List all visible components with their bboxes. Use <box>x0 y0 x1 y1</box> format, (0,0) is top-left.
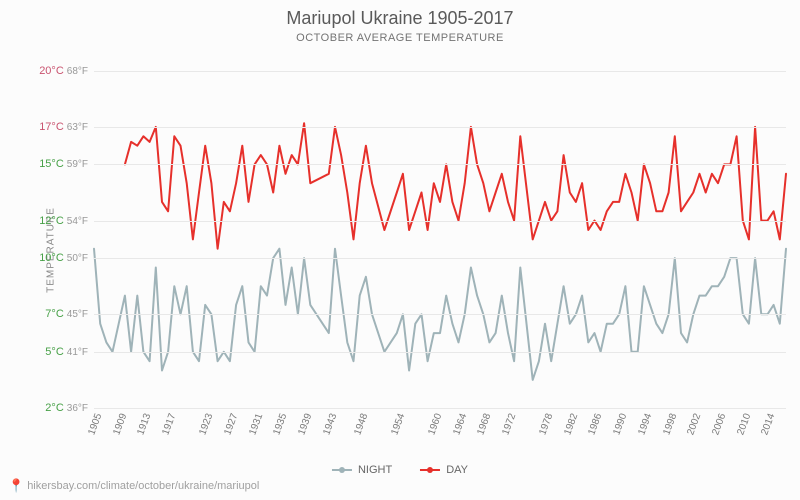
series-day <box>125 123 786 249</box>
x-tick: 1998 <box>661 412 679 437</box>
gridline <box>94 314 786 315</box>
x-tick: 1978 <box>537 412 555 437</box>
source-attribution: 📍 hikersbay.com/climate/october/ukraine/… <box>8 478 259 494</box>
x-tick: 1982 <box>562 412 580 437</box>
x-tick: 1923 <box>198 412 216 437</box>
x-tick: 1939 <box>296 412 314 437</box>
y-tick: 20°C68°F <box>39 65 88 77</box>
x-tick: 2010 <box>735 412 753 437</box>
chart-title: Mariupol Ukraine 1905-2017 <box>286 8 513 29</box>
legend-label-day: DAY <box>446 464 468 476</box>
y-tick: 5°C41°F <box>45 346 88 358</box>
legend-item-night: NIGHT <box>332 464 392 476</box>
legend-swatch-night <box>332 469 352 471</box>
chart-subtitle: OCTOBER AVERAGE TEMPERATURE <box>296 32 504 44</box>
x-tick: 1948 <box>352 412 370 437</box>
gridline <box>94 221 786 222</box>
x-tick: 1972 <box>500 412 518 437</box>
legend-swatch-day <box>420 469 440 471</box>
x-tick: 1927 <box>222 412 240 437</box>
y-tick: 15°C59°F <box>39 158 88 170</box>
x-tick: 2006 <box>710 412 728 437</box>
gridline <box>94 352 786 353</box>
y-tick: 2°C36°F <box>45 402 88 414</box>
y-tick: 7°C45°F <box>45 308 88 320</box>
x-tick: 1968 <box>476 412 494 437</box>
x-tick: 1964 <box>451 412 469 437</box>
x-tick: 1913 <box>136 412 154 437</box>
x-tick: 1935 <box>272 412 290 437</box>
x-tick: 1986 <box>587 412 605 437</box>
x-tick: 1954 <box>389 412 407 437</box>
line-layer <box>94 52 786 408</box>
gridline <box>94 258 786 259</box>
y-tick: 17°C63°F <box>39 121 88 133</box>
chart-container: Mariupol Ukraine 1905-2017 OCTOBER AVERA… <box>0 0 800 500</box>
x-tick: 1917 <box>161 412 179 437</box>
gridline <box>94 408 786 409</box>
gridline <box>94 127 786 128</box>
legend-label-night: NIGHT <box>358 464 392 476</box>
gridline <box>94 71 786 72</box>
x-tick: 1909 <box>111 412 129 437</box>
x-tick: 1960 <box>426 412 444 437</box>
y-tick: 12°C54°F <box>39 215 88 227</box>
x-tick: 2002 <box>686 412 704 437</box>
x-tick: 1990 <box>612 412 630 437</box>
source-url: hikersbay.com/climate/october/ukraine/ma… <box>27 480 259 492</box>
legend: NIGHT DAY <box>332 464 468 476</box>
y-tick: 10°C50°F <box>39 252 88 264</box>
x-tick: 2014 <box>760 412 778 437</box>
x-tick: 1905 <box>86 412 104 437</box>
x-tick: 1943 <box>321 412 339 437</box>
plot-area: 2°C36°F5°C41°F7°C45°F10°C50°F12°C54°F15°… <box>94 52 786 408</box>
x-tick: 1994 <box>636 412 654 437</box>
x-tick: 1931 <box>247 412 265 437</box>
gridline <box>94 164 786 165</box>
map-pin-icon: 📍 <box>8 478 24 494</box>
legend-item-day: DAY <box>420 464 468 476</box>
